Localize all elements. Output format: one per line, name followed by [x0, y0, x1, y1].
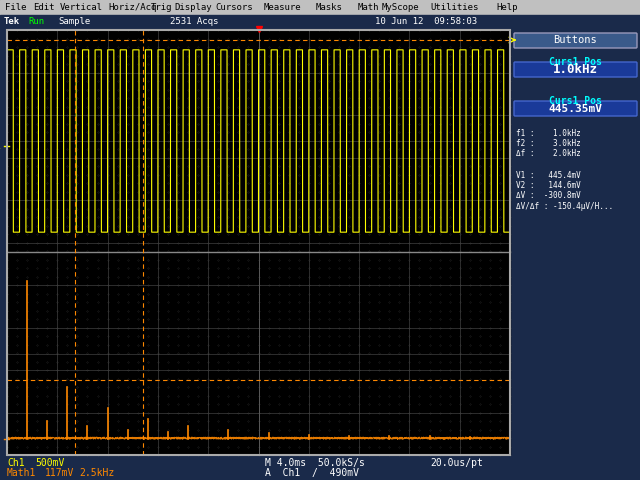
Text: 500mV: 500mV [35, 458, 65, 468]
Text: f1 :    1.0kHz: f1 : 1.0kHz [516, 129, 580, 137]
Text: 1.0kHz: 1.0kHz [553, 63, 598, 76]
Text: 2531 Acqs: 2531 Acqs [170, 17, 218, 26]
Text: 445.35mV: 445.35mV [548, 104, 602, 113]
Text: Ch1: Ch1 [7, 458, 24, 468]
Text: Math: Math [358, 3, 380, 12]
Text: Help: Help [496, 3, 518, 12]
Text: f2 :    3.0kHz: f2 : 3.0kHz [516, 139, 580, 148]
Text: Curs1 Pos: Curs1 Pos [549, 57, 602, 67]
Bar [0, 15, 640, 28]
Text: Run: Run [28, 17, 44, 26]
Bar [7, 30, 510, 455]
Text: 117mV: 117mV [45, 468, 74, 478]
Text: Edit: Edit [33, 3, 54, 12]
Text: Curs1 Pos: Curs1 Pos [549, 96, 602, 106]
Text: M1: M1 [0, 435, 1, 444]
Bar [0, 455, 640, 480]
Text: Trig: Trig [151, 3, 173, 12]
Text: Math1: Math1 [7, 468, 36, 478]
Text: Masks: Masks [316, 3, 343, 12]
Text: M 4.0ms  50.0kS/s: M 4.0ms 50.0kS/s [265, 458, 365, 468]
FancyBboxPatch shape [514, 62, 637, 77]
Text: Tek: Tek [4, 17, 20, 26]
Text: Measure: Measure [264, 3, 301, 12]
Text: A  Ch1  /  490mV: A Ch1 / 490mV [265, 468, 359, 478]
Text: MyScope: MyScope [382, 3, 420, 12]
Bar [7, 30, 510, 455]
Bar [0, 0, 640, 15]
Text: 1: 1 [0, 141, 1, 151]
FancyBboxPatch shape [514, 33, 637, 48]
Text: ΔV/Δf : -150.4μV/H...: ΔV/Δf : -150.4μV/H... [516, 202, 613, 211]
Text: File: File [5, 3, 26, 12]
Text: Sample: Sample [58, 17, 90, 26]
Text: 2.5kHz: 2.5kHz [79, 468, 115, 478]
FancyBboxPatch shape [514, 101, 637, 116]
Text: V1 :   445.4mV: V1 : 445.4mV [516, 170, 580, 180]
Text: Utilities: Utilities [430, 3, 478, 12]
Text: Buttons: Buttons [554, 35, 597, 45]
Text: Cursors: Cursors [215, 3, 253, 12]
Text: Vertical: Vertical [60, 3, 103, 12]
Text: Display: Display [174, 3, 212, 12]
Bar [513, 30, 638, 455]
Text: Δf :    2.0kHz: Δf : 2.0kHz [516, 149, 580, 158]
Text: Horiz/Acq: Horiz/Acq [108, 3, 156, 12]
Text: V2 :   144.6mV: V2 : 144.6mV [516, 181, 580, 190]
Text: 10 Jun 12  09:58:03: 10 Jun 12 09:58:03 [375, 17, 477, 26]
Text: ΔV :  -300.8mV: ΔV : -300.8mV [516, 192, 580, 201]
Text: 20.0us/pt: 20.0us/pt [430, 458, 483, 468]
